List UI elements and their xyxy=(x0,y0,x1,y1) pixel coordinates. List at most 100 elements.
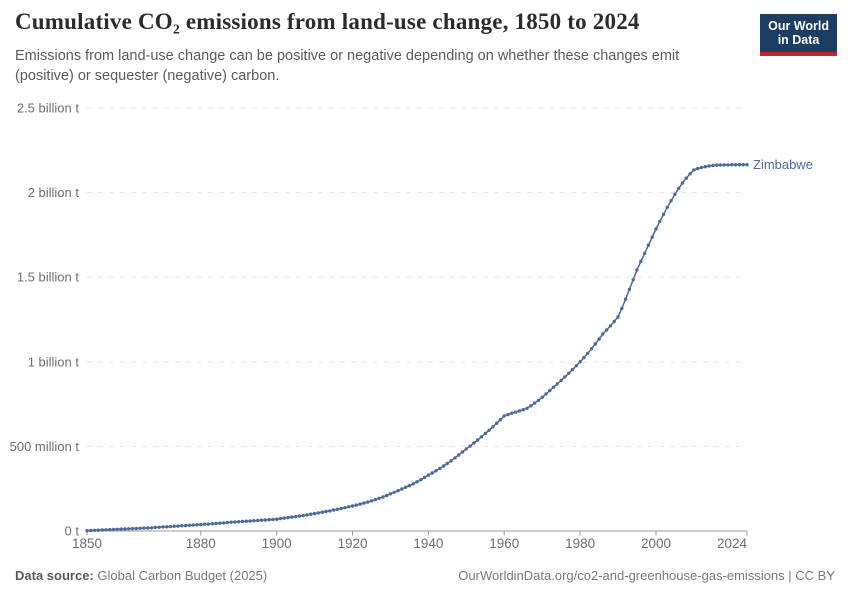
data-point[interactable] xyxy=(730,163,734,167)
data-point[interactable] xyxy=(237,520,241,524)
data-point[interactable] xyxy=(183,523,188,528)
data-point[interactable] xyxy=(532,401,537,405)
data-point[interactable] xyxy=(119,527,123,531)
data-point[interactable] xyxy=(699,165,704,170)
data-point[interactable] xyxy=(385,493,389,498)
data-point[interactable] xyxy=(422,475,427,480)
data-point[interactable] xyxy=(343,506,347,510)
data-point[interactable] xyxy=(589,347,594,351)
data-point[interactable] xyxy=(202,522,207,526)
data-point[interactable] xyxy=(282,516,286,520)
data-point[interactable] xyxy=(703,165,707,169)
data-point[interactable] xyxy=(362,501,366,505)
data-point[interactable] xyxy=(529,404,533,408)
data-point[interactable] xyxy=(445,461,449,466)
data-point[interactable] xyxy=(457,453,461,457)
data-point[interactable] xyxy=(157,525,161,529)
data-point[interactable] xyxy=(601,332,605,336)
data-point[interactable] xyxy=(468,444,472,448)
data-point[interactable] xyxy=(195,523,199,527)
data-point[interactable] xyxy=(176,524,180,528)
data-point[interactable] xyxy=(563,375,567,379)
data-point[interactable] xyxy=(745,163,749,167)
data-point[interactable] xyxy=(328,509,332,513)
data-point[interactable] xyxy=(286,515,290,520)
data-point[interactable] xyxy=(153,525,157,530)
data-point[interactable] xyxy=(123,527,127,531)
data-point[interactable] xyxy=(658,219,662,224)
data-point[interactable] xyxy=(210,522,214,526)
data-point[interactable] xyxy=(479,435,484,439)
data-point[interactable] xyxy=(233,520,237,524)
data-point[interactable] xyxy=(115,527,120,531)
data-point[interactable] xyxy=(350,504,355,508)
data-point[interactable] xyxy=(654,227,658,231)
data-point[interactable] xyxy=(449,459,453,463)
data-point[interactable] xyxy=(555,382,559,386)
data-point[interactable] xyxy=(168,524,173,529)
data-point[interactable] xyxy=(180,524,184,528)
data-point[interactable] xyxy=(293,514,298,519)
data-point[interactable] xyxy=(597,337,601,341)
data-point[interactable] xyxy=(472,441,476,445)
data-point[interactable] xyxy=(142,526,146,530)
data-point[interactable] xyxy=(199,522,203,527)
data-point[interactable] xyxy=(544,392,548,396)
data-point[interactable] xyxy=(104,528,108,532)
data-point[interactable] xyxy=(574,364,578,368)
data-point[interactable] xyxy=(347,505,351,509)
data-point[interactable] xyxy=(692,168,696,172)
data-point[interactable] xyxy=(244,519,248,523)
data-point[interactable] xyxy=(267,518,271,522)
data-point[interactable] xyxy=(191,523,195,527)
data-point[interactable] xyxy=(506,412,510,417)
data-point[interactable] xyxy=(616,315,620,319)
data-point[interactable] xyxy=(476,438,480,442)
data-point[interactable] xyxy=(711,163,715,168)
data-point[interactable] xyxy=(358,502,362,506)
data-point[interactable] xyxy=(696,166,700,171)
data-point[interactable] xyxy=(331,508,336,512)
data-point[interactable] xyxy=(320,510,324,514)
data-point[interactable] xyxy=(430,471,434,475)
data-point[interactable] xyxy=(240,519,245,524)
data-point[interactable] xyxy=(586,351,590,355)
data-point[interactable] xyxy=(275,517,279,521)
data-point[interactable] xyxy=(256,518,260,523)
data-point[interactable] xyxy=(366,500,370,504)
data-point[interactable] xyxy=(517,409,522,413)
data-point[interactable] xyxy=(498,418,503,422)
data-point[interactable] xyxy=(536,398,541,403)
data-point[interactable] xyxy=(263,518,267,522)
data-point[interactable] xyxy=(248,519,252,523)
data-point[interactable] xyxy=(502,414,506,418)
data-point[interactable] xyxy=(381,495,385,499)
data-point[interactable] xyxy=(252,519,256,523)
series-end-label-zimbabwe[interactable]: Zimbabwe xyxy=(753,157,813,172)
data-point[interactable] xyxy=(134,526,138,531)
data-point[interactable] xyxy=(127,527,131,531)
data-point[interactable] xyxy=(172,524,176,528)
attribution[interactable]: OurWorldinData.org/co2-and-greenhouse-ga… xyxy=(458,568,835,583)
data-point[interactable] xyxy=(605,328,609,332)
data-point[interactable] xyxy=(525,406,529,410)
data-point[interactable] xyxy=(301,513,305,518)
data-point[interactable] xyxy=(715,163,719,167)
data-point[interactable] xyxy=(707,164,711,168)
data-point[interactable] xyxy=(453,456,457,460)
data-point[interactable] xyxy=(646,243,651,247)
data-point[interactable] xyxy=(559,378,563,383)
data-point[interactable] xyxy=(92,528,97,532)
data-point[interactable] xyxy=(206,522,211,526)
data-point[interactable] xyxy=(229,520,233,524)
data-point[interactable] xyxy=(741,163,745,167)
owid-logo[interactable]: Our World in Data xyxy=(760,14,837,56)
data-point[interactable] xyxy=(673,192,677,196)
data-point[interactable] xyxy=(627,287,632,292)
data-point[interactable] xyxy=(487,428,491,432)
data-point[interactable] xyxy=(718,163,723,167)
data-point[interactable] xyxy=(138,526,142,530)
data-point[interactable] xyxy=(650,235,654,239)
data-point[interactable] xyxy=(669,199,673,203)
